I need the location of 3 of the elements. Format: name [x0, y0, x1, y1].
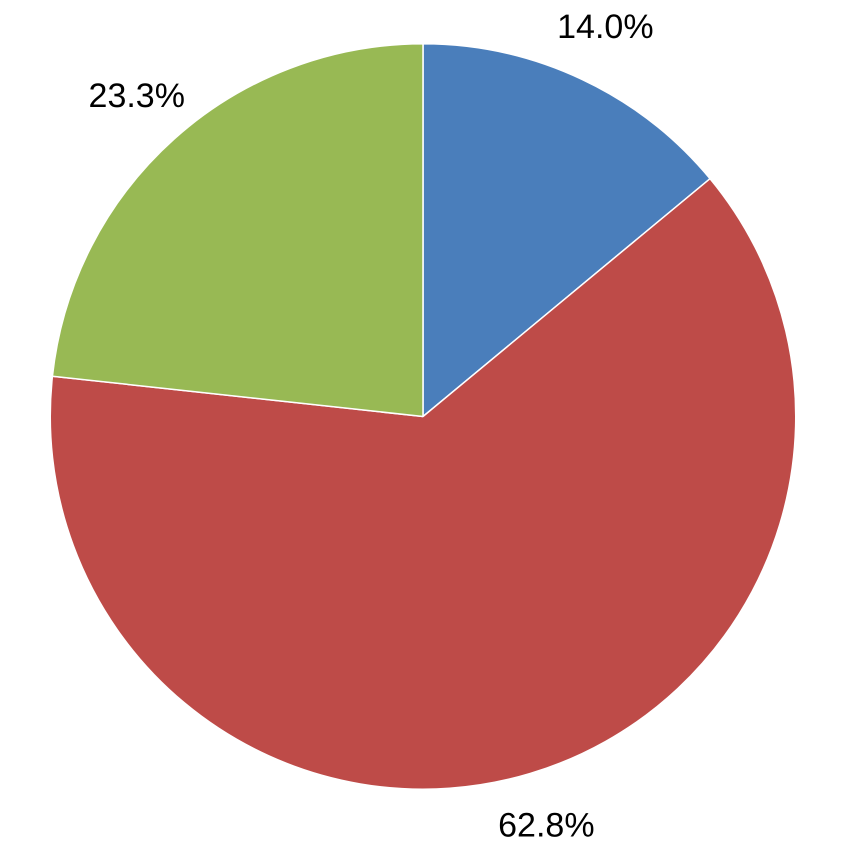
data-label: 14.0% — [557, 8, 654, 46]
data-label: 62.8% — [498, 806, 595, 844]
data-label: 23.3% — [88, 76, 185, 115]
